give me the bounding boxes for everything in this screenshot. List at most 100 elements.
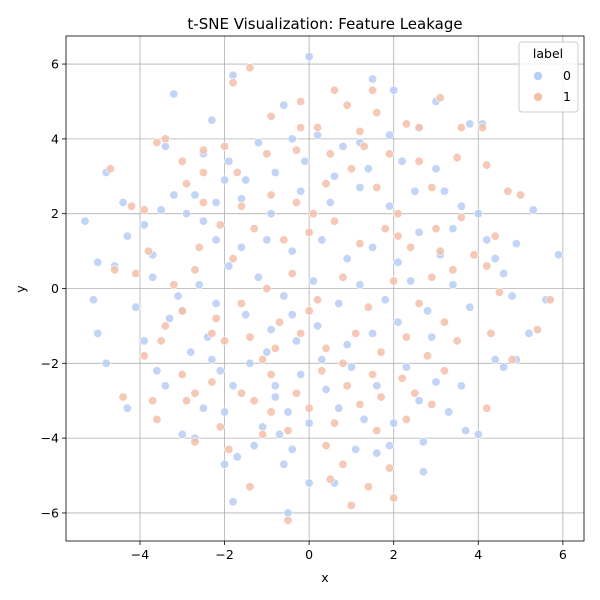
series-1-point xyxy=(414,298,424,308)
series-0-point xyxy=(397,156,407,166)
series-0-point xyxy=(465,119,475,129)
series-0-point xyxy=(304,52,314,62)
series-1-point xyxy=(224,444,234,454)
series-0-point xyxy=(198,216,208,226)
series-0-point xyxy=(444,407,454,417)
series-1-point xyxy=(118,392,128,402)
series-1-point xyxy=(177,306,187,316)
x-tick-label: 4 xyxy=(474,547,482,562)
series-1-point xyxy=(139,205,149,215)
series-1-point xyxy=(220,336,230,346)
legend-title: label xyxy=(533,46,563,61)
series-1-point xyxy=(355,239,365,249)
series-0-point xyxy=(473,209,483,219)
series-0-point xyxy=(456,201,466,211)
chart-title: t-SNE Visualization: Feature Leakage xyxy=(187,15,462,33)
series-1-point xyxy=(249,396,259,406)
series-0-point xyxy=(211,235,221,245)
series-1-point xyxy=(148,396,158,406)
series-0-point xyxy=(346,362,356,372)
series-1-point xyxy=(490,231,500,241)
series-0-point xyxy=(93,257,103,267)
series-1-point xyxy=(435,246,445,256)
series-0-point xyxy=(245,358,255,368)
series-0-point xyxy=(317,355,327,365)
series-1-point xyxy=(266,190,276,200)
series-0-point xyxy=(461,426,471,436)
series-0-point xyxy=(351,444,361,454)
x-tick-label: −4 xyxy=(131,547,149,562)
series-1-point xyxy=(389,493,399,503)
legend-label-0: 0 xyxy=(563,68,571,83)
series-1-point xyxy=(198,168,208,178)
series-0-point xyxy=(93,328,103,338)
x-axis-label: x xyxy=(321,570,328,585)
series-1-point xyxy=(160,321,170,331)
series-0-point xyxy=(308,276,318,286)
series-0-point xyxy=(359,414,369,424)
series-1-point xyxy=(321,179,331,189)
series-1-point xyxy=(105,164,115,174)
series-1-point xyxy=(393,231,403,241)
series-1-point xyxy=(439,317,449,327)
series-0-point xyxy=(554,250,564,260)
series-1-point xyxy=(110,265,120,275)
series-0-point xyxy=(334,298,344,308)
series-0-point xyxy=(160,141,170,151)
series-1-point xyxy=(177,370,187,380)
series-1-point xyxy=(376,347,386,357)
series-1-point xyxy=(372,183,382,193)
series-1-point xyxy=(346,500,356,510)
series-1-point xyxy=(245,332,255,342)
series-1-point xyxy=(427,272,437,282)
series-0-point xyxy=(287,246,297,256)
series-1-point xyxy=(435,93,445,103)
legend-marker-1 xyxy=(533,92,543,102)
series-1-point xyxy=(410,388,420,398)
series-0-point xyxy=(490,355,500,365)
series-1-point xyxy=(143,246,153,256)
series-1-point xyxy=(182,179,192,189)
series-0-point xyxy=(165,313,175,323)
series-1-point xyxy=(291,197,301,207)
series-1-point xyxy=(127,201,137,211)
series-0-point xyxy=(291,336,301,346)
series-0-point xyxy=(368,242,378,252)
series-0-point xyxy=(389,418,399,428)
series-1-point xyxy=(380,224,390,234)
series-1-point xyxy=(325,149,335,159)
series-1-point xyxy=(330,418,340,428)
series-1-point xyxy=(313,295,323,305)
series-1-point xyxy=(478,123,488,133)
series-0-point xyxy=(122,231,132,241)
series-1-point xyxy=(401,332,411,342)
series-0-point xyxy=(287,444,297,454)
series-1-point xyxy=(359,141,369,151)
series-0-point xyxy=(270,168,280,178)
series-1-point xyxy=(291,388,301,398)
series-0-point xyxy=(304,478,314,488)
series-0-point xyxy=(418,467,428,477)
series-1-point xyxy=(139,351,149,361)
series-1-point xyxy=(296,328,306,338)
series-1-point xyxy=(393,209,403,219)
series-0-point xyxy=(207,115,217,125)
series-1-point xyxy=(452,153,462,163)
series-0-point xyxy=(156,205,166,215)
series-0-point xyxy=(524,328,534,338)
series-0-point xyxy=(101,358,111,368)
series-0-point xyxy=(355,183,365,193)
series-1-point xyxy=(363,482,373,492)
x-tick-label: 6 xyxy=(559,547,567,562)
y-tick-label: 4 xyxy=(51,131,59,146)
legend-box xyxy=(518,41,579,113)
series-1-point xyxy=(545,295,555,305)
series-1-point xyxy=(423,351,433,361)
series-0-point xyxy=(160,381,170,391)
series-1-point xyxy=(207,377,217,387)
series-1-point xyxy=(220,141,230,151)
series-1-point xyxy=(266,407,276,417)
series-0-point xyxy=(313,130,323,140)
series-0-point xyxy=(194,280,204,290)
